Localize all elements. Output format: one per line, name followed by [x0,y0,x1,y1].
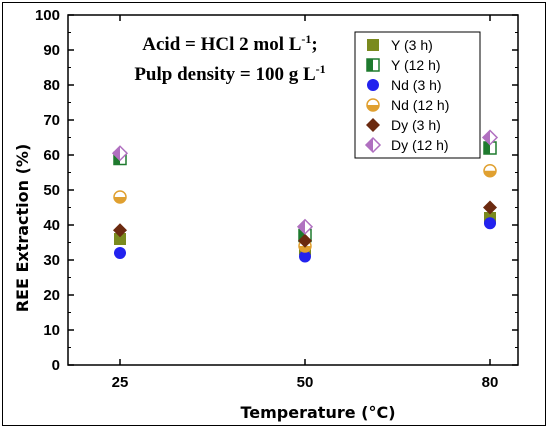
legend-marker [366,58,380,72]
legend-marker [367,79,379,91]
data-point [483,164,497,178]
annotation-line: Acid = HCl 2 mol L-1; [142,32,317,55]
y-tick-label: 0 [52,357,60,374]
data-point [483,200,497,215]
data-point [114,233,126,245]
y-tick-label: 30 [43,252,60,269]
legend-label: Nd (3 h) [391,77,442,93]
chart-annotations: Acid = HCl 2 mol L-1; Pulp density = 100 … [134,32,325,85]
legend-marker [366,118,380,132]
data-point [484,217,496,230]
data-point [113,223,127,238]
data-point [111,145,129,162]
x-tick-label: 80 [482,374,499,391]
y-tick-label: 70 [43,112,60,129]
legend-box [354,31,481,159]
legend-marker [367,39,379,51]
y-axis-label: REE Extraction (%) [13,144,32,313]
y-tick-label: 50 [43,182,60,199]
y-tick-label: 40 [43,217,60,234]
legend-marker [364,136,382,154]
data-point [296,218,314,235]
legend-label: Y (3 h) [391,37,433,53]
data-point [113,190,127,204]
data-point [298,233,312,248]
legend-label: Dy (12 h) [391,137,449,153]
x-tick-label: 25 [112,374,129,391]
legend-label: Nd (12 h) [391,97,449,113]
data-points [111,129,499,263]
data-point [114,247,126,259]
x-axis-ticks: 25 50 80 [112,15,499,391]
legend-label: Dy (3 h) [391,117,441,133]
data-point [481,129,499,146]
x-tick-label: 50 [297,374,314,391]
legend-label: Y (12 h) [391,57,441,73]
y-tick-label: 80 [43,77,60,94]
data-point [299,250,311,263]
annotation-line: Pulp density = 100 g L-1 [134,62,325,85]
y-tick-label: 100 [35,7,60,24]
y-tick-label: 90 [43,42,60,59]
legend: Y (3 h) Y (12 h) Nd (3 h) Nd (12 h) Dy (3 h)… [354,31,481,159]
y-tick-label: 20 [43,287,60,304]
legend-marker [366,98,380,112]
y-axis-ticks: 0 10 20 30 40 50 60 70 80 90 100 [35,7,518,374]
y-tick-label: 60 [43,147,60,164]
x-axis-label: Temperature (°C) [240,403,395,422]
y-tick-label: 10 [43,322,60,339]
